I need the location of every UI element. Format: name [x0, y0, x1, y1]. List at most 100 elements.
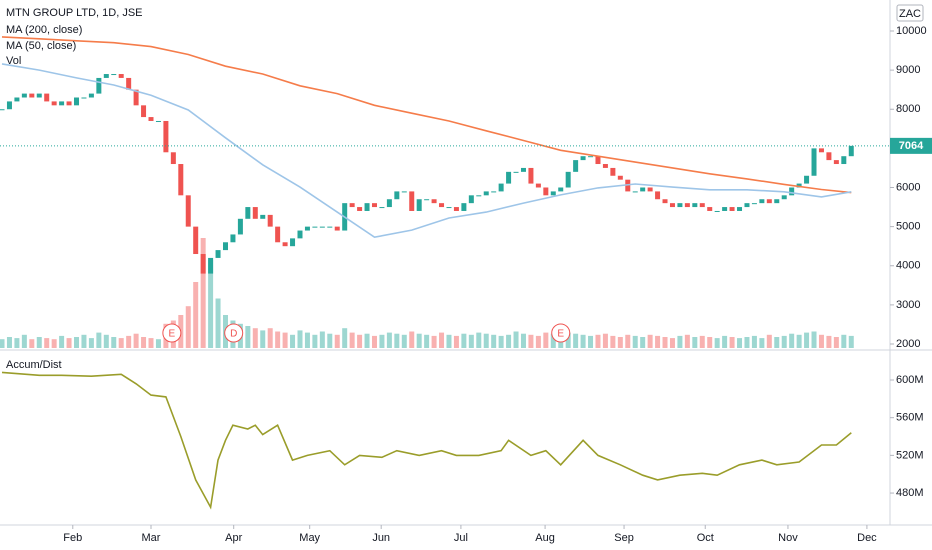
volume-bar	[476, 332, 482, 348]
line-series	[1, 371, 852, 510]
x-tick-label: May	[299, 532, 320, 544]
candle	[59, 101, 65, 106]
volume-bar	[118, 338, 124, 348]
candle	[558, 187, 564, 192]
volume-bar	[394, 333, 400, 348]
volume-bar	[841, 334, 847, 348]
event-label: E	[169, 329, 176, 340]
candle	[312, 226, 318, 228]
candle	[833, 160, 839, 165]
volume-bar	[453, 335, 459, 348]
x-tick-label: Apr	[225, 532, 242, 544]
volume-bar	[640, 337, 646, 348]
currency: ZAC	[899, 8, 921, 20]
candle	[632, 191, 638, 193]
volume-bar	[588, 335, 594, 348]
candle	[513, 171, 519, 173]
volume-bar	[632, 335, 638, 348]
currency-box[interactable]	[896, 4, 924, 22]
candle	[439, 203, 445, 208]
volume-bar	[744, 337, 750, 348]
volume-bar	[751, 335, 757, 348]
volume-bar	[200, 238, 206, 348]
volume-bar	[401, 334, 407, 348]
volume-bar	[498, 335, 504, 348]
volume-bar	[0, 339, 5, 348]
y-tick-label: 5000	[896, 221, 920, 233]
volume-bar	[439, 332, 445, 348]
volume-bar	[461, 333, 467, 348]
candle	[498, 183, 504, 192]
x-tick-label: Jun	[372, 532, 390, 544]
volume-bar	[833, 337, 839, 348]
candle	[655, 191, 661, 200]
volume-bar	[468, 334, 474, 348]
legend-entry: Vol	[6, 55, 21, 67]
y-tick-label: 3000	[896, 299, 920, 311]
volume-bar	[483, 333, 489, 348]
event-label: E	[557, 329, 564, 340]
candle	[506, 171, 512, 184]
candle	[141, 105, 147, 118]
volume-bar	[699, 335, 705, 348]
candle	[766, 199, 772, 204]
volume-bar	[275, 331, 281, 348]
candle	[394, 191, 400, 200]
volume-bar	[424, 334, 430, 348]
event-marker[interactable]	[551, 323, 571, 343]
volume-bar	[848, 335, 854, 348]
candle	[826, 152, 832, 161]
candle	[118, 74, 124, 78]
legend-entry: MA (50, close)	[6, 40, 76, 52]
volume-bar	[409, 331, 415, 348]
candle	[796, 183, 802, 188]
volume-bar	[655, 335, 661, 348]
y-tick-label: 4000	[896, 260, 920, 272]
volume-bar	[21, 334, 27, 348]
candle	[610, 167, 616, 176]
candle	[96, 77, 102, 94]
candle	[729, 207, 735, 211]
y-tick-label: 6000	[896, 181, 920, 193]
candle	[319, 226, 325, 228]
volume-bar	[729, 337, 735, 348]
volume-bar	[44, 338, 50, 348]
candle	[714, 210, 720, 212]
volume-bar	[29, 339, 35, 348]
candle	[170, 152, 176, 165]
volume-bar	[737, 338, 743, 348]
candle	[260, 214, 266, 219]
volume-bar	[88, 338, 94, 348]
candle	[252, 207, 258, 219]
volume-bar	[133, 333, 139, 348]
candle	[0, 109, 5, 111]
candle	[51, 101, 57, 106]
volume-bar	[148, 338, 154, 348]
volume-bar	[349, 332, 355, 348]
candle	[811, 148, 817, 176]
volume-bar	[416, 333, 422, 348]
candle	[357, 207, 363, 211]
candle	[602, 164, 608, 168]
volume-bar	[513, 331, 519, 348]
volume-bar	[215, 298, 221, 348]
candle	[647, 187, 653, 192]
volume-bar	[573, 333, 579, 348]
event-marker[interactable]	[162, 323, 182, 343]
candle	[431, 199, 437, 204]
candle	[535, 183, 541, 188]
candle	[36, 93, 42, 98]
candle	[103, 74, 109, 78]
candle	[155, 120, 161, 122]
candle	[468, 195, 474, 204]
volume-bar	[491, 334, 497, 348]
volume-bar	[290, 334, 296, 348]
volume-bar	[677, 335, 683, 348]
candle	[111, 74, 117, 76]
x-tick-label: Mar	[142, 532, 161, 544]
candle	[200, 254, 206, 274]
volume-bar	[371, 335, 377, 348]
candle	[379, 207, 385, 209]
event-marker[interactable]	[224, 323, 244, 343]
volume-bar	[520, 333, 526, 348]
